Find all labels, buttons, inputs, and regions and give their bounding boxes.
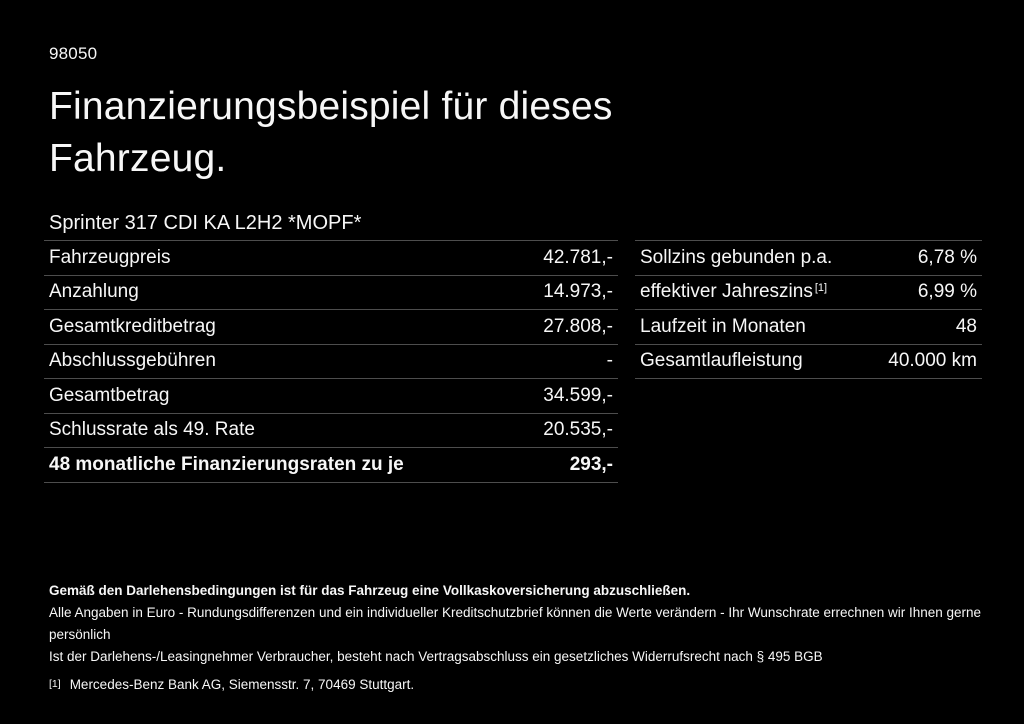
row-value: 34.599,-	[543, 384, 613, 406]
footnote-text: Mercedes-Benz Bank AG, Siemensstr. 7, 70…	[69, 676, 415, 692]
row-label: Laufzeit in Monaten	[640, 315, 806, 337]
vehicle-model-subtitle: Sprinter 317 CDI KA L2H2 *MOPF*	[49, 212, 362, 235]
row-value: 20.535,-	[543, 419, 613, 441]
page-title-line2: Fahrzeug.	[49, 137, 227, 180]
row-label: Abschlussgebühren	[49, 350, 216, 372]
tables-section: Fahrzeugpreis 42.781,- Anzahlung 14.973,…	[44, 240, 982, 483]
table-row: Laufzeit in Monaten 48	[635, 309, 982, 344]
row-value: -	[606, 350, 613, 372]
row-label: 48 monatliche Finanzierungsraten zu je	[49, 453, 404, 475]
row-label: Gesamtbetrag	[49, 384, 170, 406]
row-value: 40.000 km	[888, 350, 977, 372]
row-value: 6,78 %	[917, 246, 977, 268]
table-row-monthly-rate: 48 monatliche Finanzierungsraten zu je 2…	[44, 447, 618, 482]
table-row: Schlussrate als 49. Rate 20.535,-	[44, 412, 618, 448]
row-value: 6,99 %	[917, 281, 977, 303]
footnote: [1] Mercedes-Benz Bank AG, Siemensstr. 7,…	[49, 673, 982, 696]
row-label-text: effektiver Jahreszins	[640, 281, 813, 303]
row-label: Schlussrate als 49. Rate	[49, 419, 255, 441]
row-label: effektiver Jahreszins [1]	[640, 281, 827, 303]
doc-number: 98050	[49, 44, 98, 63]
row-label: Fahrzeugpreis	[49, 246, 171, 268]
row-label: Anzahlung	[49, 281, 139, 303]
row-label: Gesamtlaufleistung	[640, 350, 803, 372]
table-row: Gesamtlaufleistung 40.000 km	[635, 343, 982, 379]
footnote-marker: [1]	[49, 677, 61, 690]
table-row: Anzahlung 14.973,-	[44, 274, 618, 310]
table-row: Gesamtkreditbetrag 27.808,-	[44, 309, 618, 344]
row-value: 27.808,-	[543, 315, 613, 337]
table-row: Fahrzeugpreis 42.781,-	[44, 240, 618, 275]
page-title: Finanzierungsbeispiel für dieses Fahrzeug…	[49, 81, 982, 185]
page-title-line1: Finanzierungsbeispiel für dieses	[49, 85, 613, 128]
row-value: 42.781,-	[543, 246, 613, 268]
conditions-table: Sollzins gebunden p.a. 6,78 % effektiver…	[635, 240, 982, 380]
table-row: Gesamtbetrag 34.599,-	[44, 378, 618, 413]
row-label: Gesamtkreditbetrag	[49, 315, 216, 337]
insurance-note: Gemäß den Darlehensbedingungen ist für d…	[49, 582, 691, 598]
row-value: 48	[955, 315, 977, 337]
row-value: 14.973,-	[543, 281, 613, 303]
disclaimer-line2: Ist der Darlehens-/Leasingnehmer Verbrau…	[49, 648, 823, 664]
finance-table: Fahrzeugpreis 42.781,- Anzahlung 14.973,…	[44, 240, 618, 483]
footnote-reference: [1]	[814, 282, 828, 295]
table-row: effektiver Jahreszins [1] 6,99 %	[635, 274, 982, 310]
disclaimer-line1: Alle Angaben in Euro - Rundungsdifferenz…	[49, 604, 982, 642]
row-label: Sollzins gebunden p.a.	[640, 246, 833, 268]
table-row: Sollzins gebunden p.a. 6,78 %	[635, 240, 982, 275]
row-value: 293,-	[569, 453, 613, 475]
table-row: Abschlussgebühren -	[44, 343, 618, 379]
footer-notes: Gemäß den Darlehensbedingungen ist für d…	[49, 580, 982, 696]
